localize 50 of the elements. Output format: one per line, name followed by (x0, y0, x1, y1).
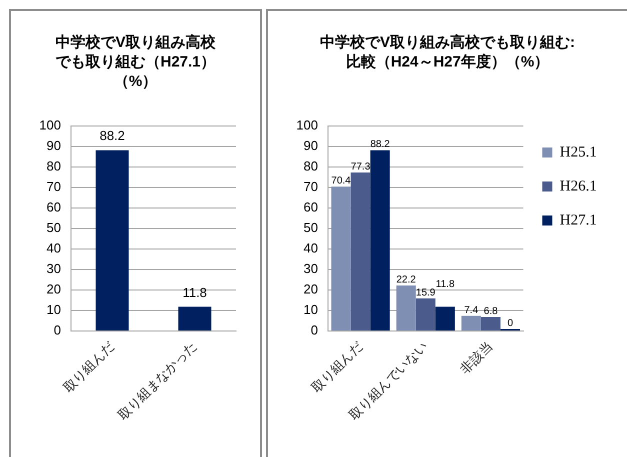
y-tick-label: 50 (304, 220, 318, 236)
chart-title: 中学校でV取り組み高校でも取り組む（H27.1）（%） (55, 32, 216, 90)
y-tick-label: 20 (46, 282, 61, 297)
data-label: 88.2 (370, 139, 390, 150)
data-label: 11.8 (182, 284, 207, 300)
data-label: 22.2 (396, 274, 416, 286)
data-label: 0 (507, 318, 514, 329)
bar (461, 316, 481, 330)
x-tick-label: 取り組んだ (60, 338, 117, 396)
y-tick-label: 70 (304, 179, 318, 194)
bar (331, 186, 351, 330)
y-tick-label: 20 (304, 282, 318, 297)
y-tick-label: 30 (304, 261, 318, 276)
x-tick-label: 取り組まなかった (115, 338, 200, 423)
y-tick-label: 40 (304, 240, 318, 256)
y-tick-label: 70 (46, 179, 61, 194)
bar (350, 172, 370, 330)
data-label: 70.4 (331, 176, 352, 187)
y-tick-label: 90 (46, 138, 61, 154)
y-tick-label: 80 (304, 158, 318, 174)
y-tick-label: 100 (39, 118, 61, 133)
y-tick-label: 80 (46, 158, 61, 174)
y-tick-label: 0 (54, 322, 61, 338)
y-tick-label: 0 (310, 322, 318, 338)
bar (370, 150, 390, 330)
bar (396, 285, 416, 330)
data-label: 15.9 (416, 287, 436, 298)
data-label: 11.8 (436, 278, 455, 290)
y-tick-label: 10 (304, 302, 318, 318)
y-tick-label: 60 (46, 200, 61, 215)
x-tick-label: 非該当 (457, 338, 496, 377)
bar (435, 306, 455, 330)
bar (416, 298, 436, 330)
chart-title: 中学校でV取り組み高校でも取り組む:比較（H24～H27年度）（%） (320, 32, 575, 70)
y-tick-label: 100 (296, 118, 318, 133)
data-label: 77.3 (350, 162, 371, 173)
data-label: 7.4 (464, 304, 479, 316)
legend-label: H26.1 (560, 178, 597, 194)
data-label: 6.8 (484, 306, 498, 318)
y-tick-label: 60 (304, 200, 318, 215)
y-tick-label: 10 (46, 302, 61, 318)
y-tick-label: 40 (46, 240, 61, 256)
x-tick-label: 取り組んだ (308, 338, 366, 396)
legend-label: H27.1 (560, 212, 597, 228)
y-tick-label: 90 (304, 138, 318, 154)
data-label: 88.2 (100, 128, 125, 144)
legend-label: H25.1 (560, 144, 597, 160)
bar (480, 317, 500, 330)
y-tick-label: 30 (46, 261, 61, 276)
y-tick-label: 50 (46, 220, 61, 236)
